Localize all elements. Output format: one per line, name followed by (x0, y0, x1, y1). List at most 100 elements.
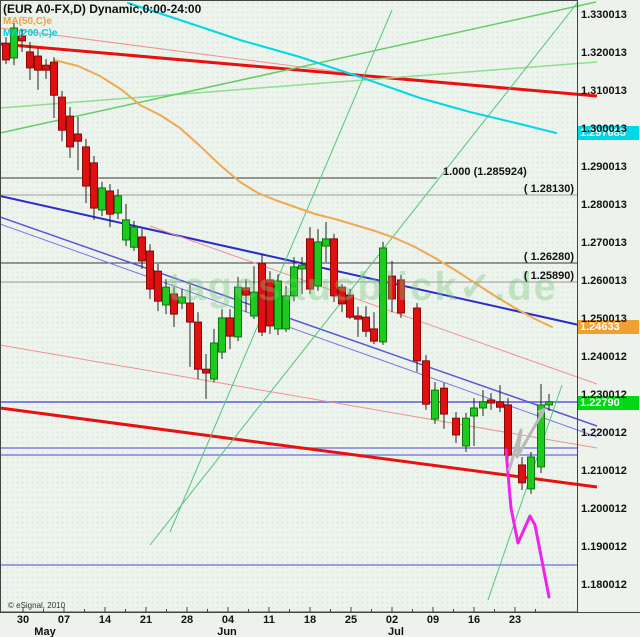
price-tick-label: 1.200012 (581, 503, 627, 515)
uptrend-green-steep-1 (169, 9, 393, 533)
ma50-value-badge: 1.24633 (578, 320, 639, 334)
candle-up (250, 291, 258, 317)
candle-down (422, 360, 430, 405)
candle-down (90, 162, 98, 209)
candle-up (282, 295, 290, 330)
candle-up (10, 27, 18, 59)
price-tick-label: 1.260013 (581, 275, 627, 287)
price-tick-label: 1.310013 (581, 85, 627, 97)
candle-up (527, 456, 535, 490)
candle-down (154, 270, 162, 302)
candle-down (440, 387, 448, 415)
candle-up (130, 226, 138, 248)
date-tick-label: 16 (467, 614, 481, 626)
date-tick-label: 07 (57, 614, 71, 626)
uptrend-green-steep-2 (149, 1, 579, 546)
price-level-label-28130: ( 1.28130) (523, 183, 574, 195)
candle-down (306, 238, 314, 290)
candle-up (98, 187, 106, 211)
price-tick-label: 1.320013 (581, 47, 627, 59)
downtrend-blue-mid (0, 216, 598, 427)
resistance-red-major-upper (0, 42, 598, 98)
candle-down (18, 35, 26, 42)
copyright-text: © eSignal, 2010 (8, 601, 66, 610)
date-tick-label: 28 (180, 614, 194, 626)
date-tick-label: 25 (344, 614, 358, 626)
date-tick-label: 18 (303, 614, 317, 626)
candle-down (397, 279, 405, 314)
candle-up (274, 280, 282, 330)
candle-up (537, 404, 545, 468)
candle-down (242, 287, 250, 296)
date-tick-label: 30 (16, 614, 30, 626)
candle-down (58, 96, 66, 131)
candle-up (218, 317, 226, 353)
candle-down (504, 404, 512, 456)
date-tick-label: 21 (139, 614, 153, 626)
candle-down (194, 321, 202, 370)
date-tick-label: 04 (221, 614, 235, 626)
candle-down (186, 302, 194, 323)
ma200-legend-label: MA(200,C)e (3, 28, 58, 39)
uptrend-green-shallow (0, 61, 598, 109)
candle-down (266, 279, 274, 327)
support-red-major-lower (0, 406, 598, 489)
price-tick-label: 1.230012 (581, 389, 627, 401)
candle-up (470, 407, 478, 417)
ma50-line (53, 59, 553, 328)
watermark: tagesausblick✓.de (168, 265, 558, 309)
candle-down (82, 146, 90, 187)
month-label: Jul (388, 626, 404, 637)
price-tick-label: 1.210012 (581, 465, 627, 477)
candle-down (354, 315, 362, 320)
price-tick-label: 1.190012 (581, 541, 627, 553)
price-tick-label: 1.270013 (581, 237, 627, 249)
candle-down (42, 64, 50, 71)
candle-up (234, 286, 242, 338)
candle-down (34, 55, 42, 71)
candle-down (66, 115, 74, 148)
price-tick-label: 1.250013 (581, 313, 627, 325)
candle-down (50, 61, 58, 96)
downtrend-pink-2 (0, 344, 598, 449)
candle-up (479, 401, 487, 409)
candle-up (162, 286, 170, 306)
ma200-line (127, 2, 557, 134)
date-tick-label: 14 (98, 614, 112, 626)
uptrend-green-long (0, 1, 597, 134)
candle-down (74, 133, 82, 142)
candle-down (170, 293, 178, 315)
price-tick-label: 1.330013 (581, 9, 627, 21)
candle-down (452, 417, 460, 436)
candle-down (413, 307, 421, 362)
candle-up (178, 296, 186, 304)
candle-up (545, 401, 553, 406)
month-label: Jun (217, 626, 237, 637)
ma200-value-badge: 1.297685 (578, 126, 639, 140)
candle-down (496, 401, 504, 408)
candle-down (370, 328, 378, 342)
candle-up (379, 247, 387, 343)
candle-down (346, 294, 354, 318)
candle-down (106, 190, 114, 215)
price-level-label-26280: ( 1.26280) (523, 251, 574, 263)
candle-down (258, 262, 266, 333)
price-tick-label: 1.240012 (581, 351, 627, 363)
candle-down (26, 51, 34, 69)
price-tick-label: 1.300013 (581, 123, 627, 135)
candle-up (114, 195, 122, 214)
last-price-badge: 1.22790 (578, 396, 639, 410)
candle-up (462, 417, 470, 447)
candle-up (290, 266, 298, 297)
candle-up (431, 389, 439, 420)
candle-down (330, 238, 338, 297)
date-tick-label: 02 (385, 614, 399, 626)
candle-down (2, 42, 10, 61)
fib-level-label: 1.000 (1.285924) (443, 166, 527, 178)
downtrend-blue-major (0, 195, 598, 330)
projection-magenta (504, 448, 551, 599)
chart-title: (EUR A0-FX,D) Dynamic,0:00-24:00 (3, 2, 202, 16)
month-label: May (34, 626, 56, 637)
price-tick-label: 1.280013 (581, 199, 627, 211)
